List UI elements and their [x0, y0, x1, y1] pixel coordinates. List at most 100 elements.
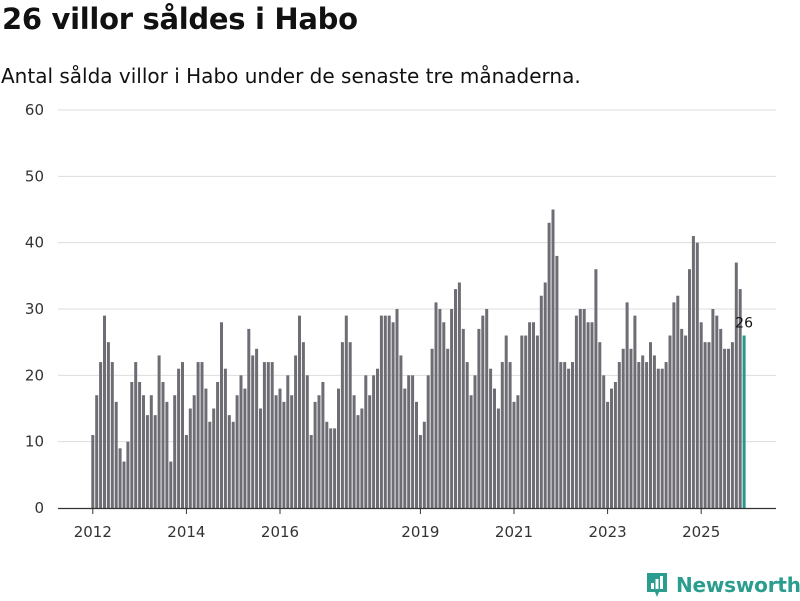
- chart-title: 26 villor såldes i Habo: [2, 2, 358, 36]
- bar: [473, 375, 477, 508]
- bar: [656, 368, 660, 508]
- bar: [633, 315, 637, 508]
- bar: [278, 388, 282, 508]
- bar: [672, 302, 676, 508]
- bar: [317, 395, 321, 508]
- bar: [251, 355, 255, 508]
- bar: [301, 342, 305, 508]
- bar: [298, 315, 301, 508]
- bar: [106, 342, 110, 508]
- bar: [161, 381, 165, 508]
- bar: [364, 375, 368, 508]
- brand-name: Newsworthy: [676, 573, 800, 597]
- bar: [321, 381, 325, 508]
- bar: [169, 461, 173, 508]
- bar: [415, 401, 418, 508]
- bar: [204, 388, 208, 508]
- bar: [165, 401, 169, 508]
- bar: [333, 428, 337, 508]
- bar: [567, 368, 571, 508]
- bar: [457, 282, 461, 508]
- bar: [688, 269, 691, 508]
- bar: [231, 421, 235, 508]
- y-tick-label: 20: [25, 366, 44, 384]
- bar: [282, 401, 286, 508]
- bar: [738, 289, 742, 508]
- bar: [368, 395, 372, 508]
- bar: [383, 315, 387, 508]
- bar: [227, 415, 231, 508]
- x-tick-label: 2021: [495, 523, 533, 541]
- bar-value-label: 26: [735, 316, 753, 332]
- highlighted-bar: [742, 335, 746, 508]
- bar: [649, 342, 652, 508]
- bar: [586, 322, 590, 508]
- bar: [348, 342, 352, 508]
- bar: [262, 362, 266, 508]
- bar: [461, 328, 465, 508]
- bar: [723, 348, 727, 508]
- bar: [660, 368, 664, 508]
- bar: [313, 401, 317, 508]
- bar: [625, 302, 629, 508]
- bar: [539, 295, 543, 508]
- bar: [216, 381, 220, 508]
- y-tick-label: 10: [25, 433, 44, 451]
- bar: [196, 362, 200, 508]
- bar: [645, 362, 649, 508]
- bar: [454, 289, 457, 508]
- bar: [496, 408, 500, 508]
- bar: [520, 335, 524, 508]
- bar: [489, 368, 493, 508]
- chart-subtitle: Antal sålda villor i Habo under de senas…: [1, 64, 581, 88]
- bar: [590, 322, 594, 508]
- bar: [337, 388, 340, 508]
- x-tick-label: 2019: [401, 523, 439, 541]
- bar: [680, 328, 684, 508]
- bar: [145, 415, 149, 508]
- bar: [177, 368, 181, 508]
- bar: [274, 395, 278, 508]
- bar: [703, 342, 707, 508]
- bar: [571, 362, 574, 508]
- bar: [208, 421, 212, 508]
- bar: [325, 421, 329, 508]
- bar: [395, 309, 399, 508]
- bar: [493, 388, 496, 508]
- y-tick-label: 0: [34, 499, 44, 517]
- bar: [212, 408, 216, 508]
- bar: [551, 209, 555, 508]
- bar: [664, 362, 668, 508]
- bar: [99, 362, 103, 508]
- bar: [290, 395, 294, 508]
- bar: [157, 355, 161, 508]
- bar: [602, 375, 606, 508]
- bar: [418, 435, 422, 508]
- bar: [294, 355, 298, 508]
- bar: [512, 401, 516, 508]
- bar: [695, 242, 699, 509]
- bar: [504, 335, 508, 508]
- bar: [500, 362, 504, 508]
- bar: [578, 309, 582, 508]
- bar: [629, 348, 633, 508]
- bar: [606, 401, 610, 508]
- brand-logo: Newsworthy: [645, 569, 800, 601]
- x-tick-label: 2014: [167, 523, 205, 541]
- bar: [243, 388, 247, 508]
- bar: [734, 262, 738, 508]
- bar: [730, 342, 734, 508]
- x-tick-label: 2016: [261, 523, 299, 541]
- bar: [95, 395, 99, 508]
- bar: [247, 328, 251, 508]
- bar: [422, 421, 426, 508]
- bar: [181, 362, 184, 508]
- bar: [450, 309, 454, 508]
- bar: [547, 222, 551, 508]
- bar: [340, 342, 344, 508]
- bar: [610, 388, 613, 508]
- bar: [309, 435, 313, 508]
- bar: [438, 309, 442, 508]
- bar: [555, 255, 559, 508]
